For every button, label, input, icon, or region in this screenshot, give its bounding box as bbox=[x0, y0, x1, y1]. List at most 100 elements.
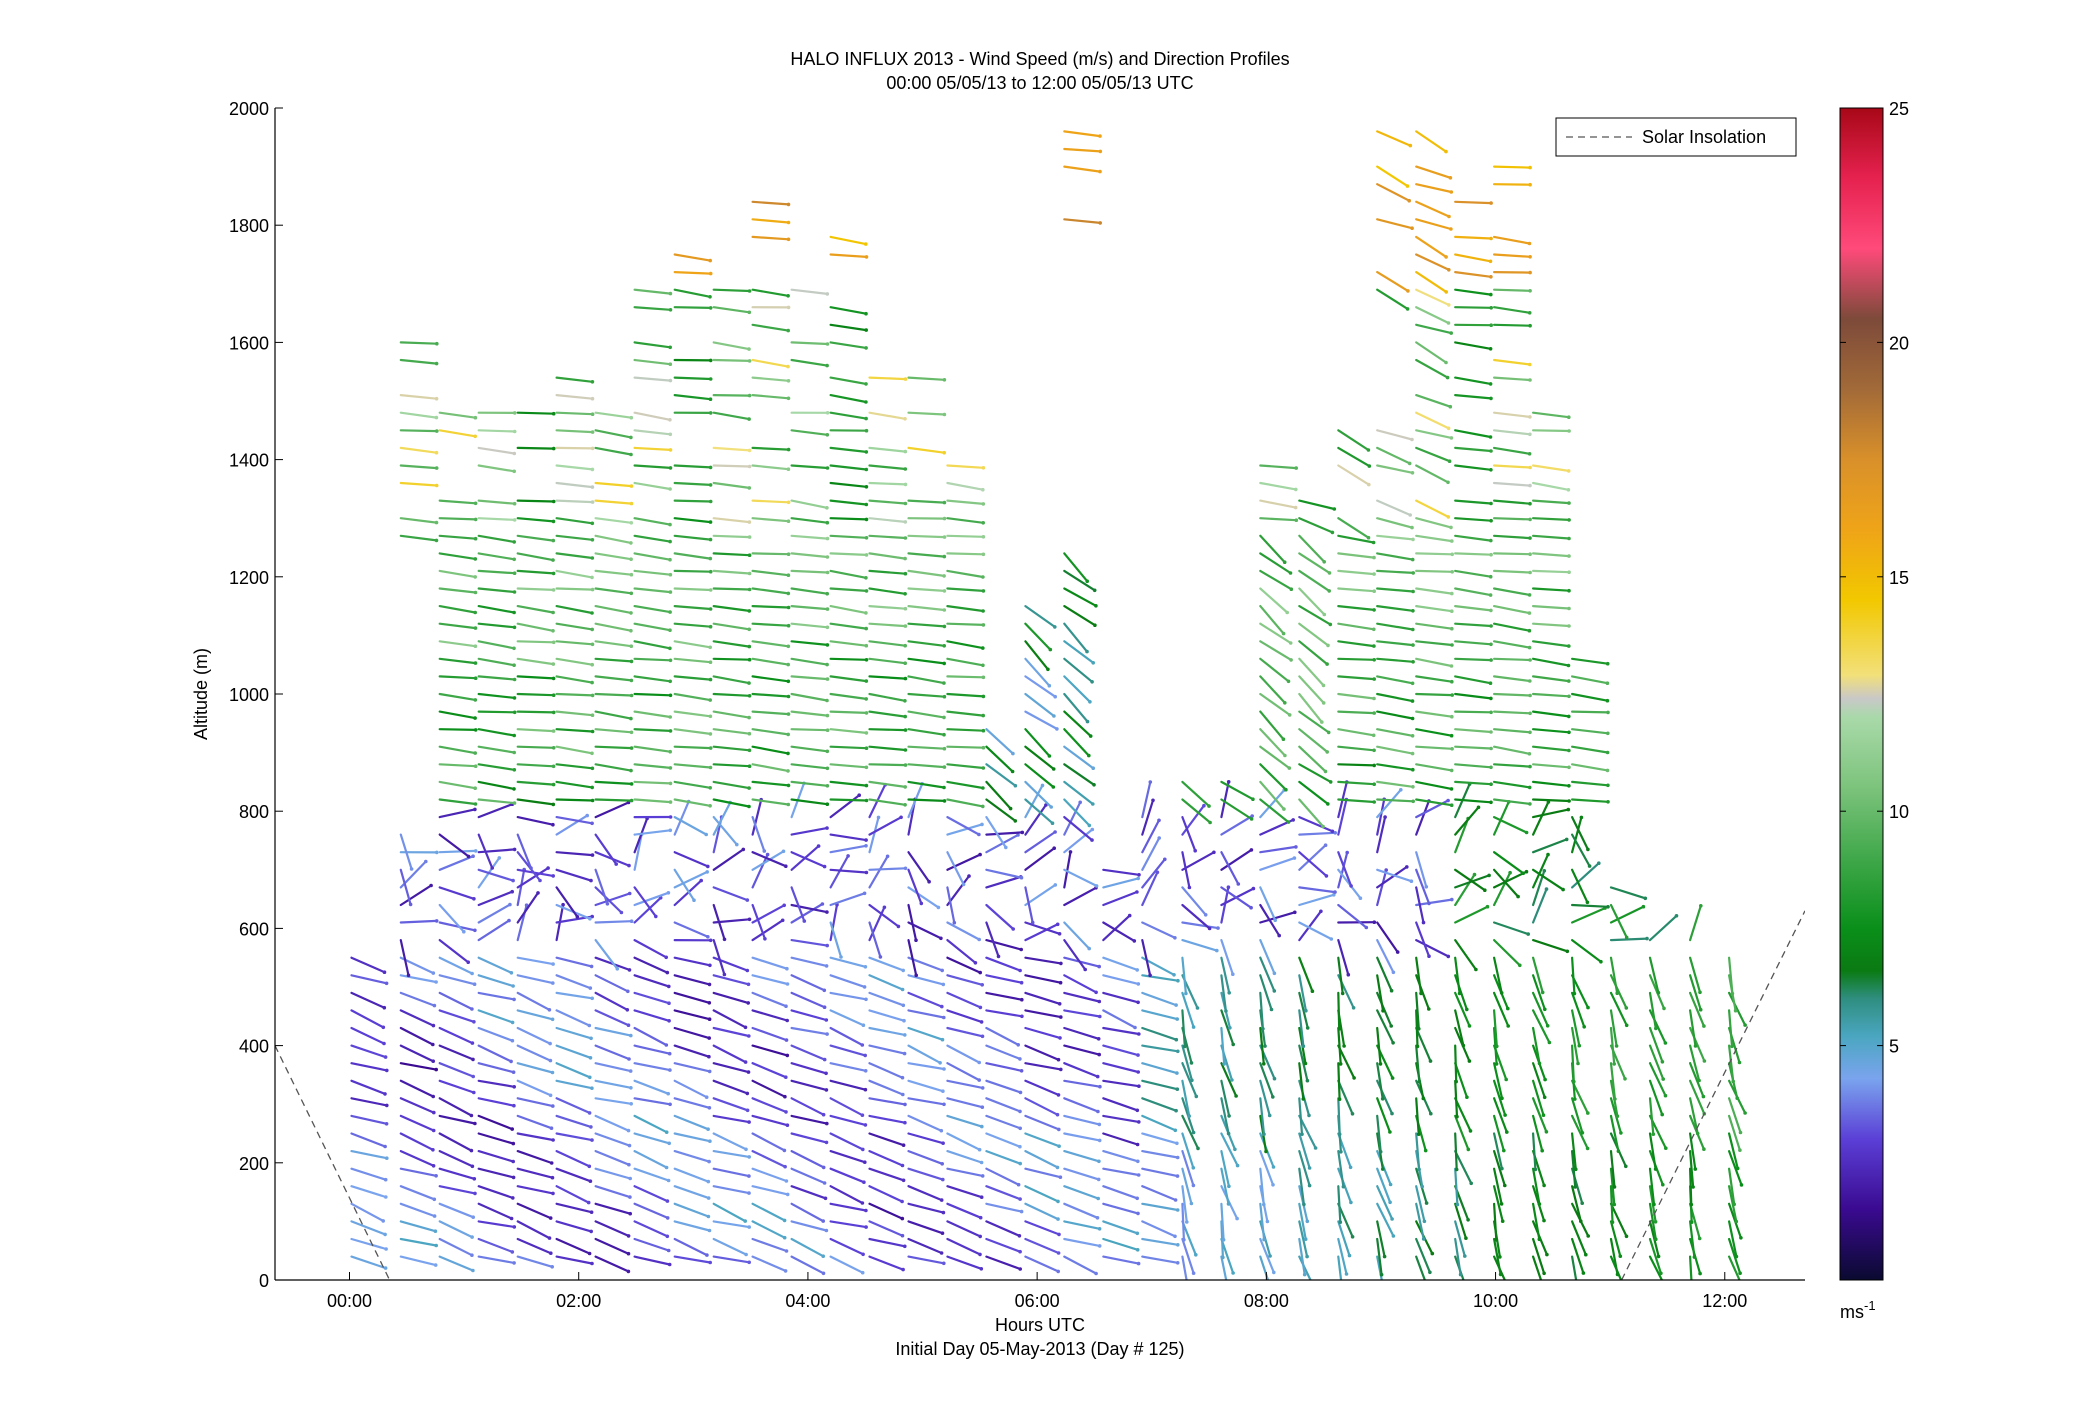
wind-barb-1035 bbox=[1298, 956, 1314, 993]
wind-barb-tip-509 bbox=[823, 1196, 828, 1201]
wind-barb-436 bbox=[712, 604, 751, 613]
wind-barb-tip-1095 bbox=[1372, 677, 1376, 681]
wind-barb-836 bbox=[1063, 1009, 1101, 1018]
wind-barb-tip-426 bbox=[747, 786, 751, 790]
wind-barb-tip-191 bbox=[551, 446, 556, 451]
wind-barb-tip-243 bbox=[590, 380, 595, 384]
wind-barb-1315 bbox=[1492, 640, 1531, 649]
wind-barb-tip-397 bbox=[708, 271, 713, 276]
wind-barb-tip-677 bbox=[940, 968, 944, 973]
wind-barb-870 bbox=[1102, 1202, 1140, 1215]
wind-barb-tip-60 bbox=[469, 1148, 474, 1153]
wind-barb-838 bbox=[1063, 974, 1098, 994]
wind-barb-856 bbox=[1063, 657, 1094, 683]
wind-barb-tip-577 bbox=[864, 870, 869, 875]
wind-barb-tip-59 bbox=[470, 1164, 475, 1169]
wind-barb-tip-446 bbox=[747, 393, 752, 398]
wind-barb-1479 bbox=[1688, 974, 1702, 1011]
wind-barb-tip-419 bbox=[722, 937, 727, 942]
wind-barb-tip-564 bbox=[860, 1113, 865, 1117]
wind-barb-369 bbox=[673, 800, 690, 836]
wind-barb-983 bbox=[1259, 1062, 1274, 1099]
wind-barb-tip-743 bbox=[981, 623, 986, 627]
wind-barb-tip-901 bbox=[1175, 1071, 1179, 1075]
wind-barb-tip-1360 bbox=[1546, 852, 1550, 857]
colorbar-unit-base: ms bbox=[1840, 1302, 1864, 1322]
wind-barb-tip-980 bbox=[1264, 1149, 1268, 1154]
wind-barb-111 bbox=[477, 1044, 513, 1063]
wind-barb-tip-413 bbox=[743, 1025, 748, 1030]
wind-barb-tip-1043 bbox=[1330, 829, 1335, 834]
wind-barb-tip-73 bbox=[462, 929, 466, 934]
wind-barb-457 bbox=[751, 1149, 787, 1168]
wind-barb-449 bbox=[712, 306, 751, 314]
wind-barb-241 bbox=[555, 411, 594, 416]
wind-barb-1033 bbox=[1298, 991, 1309, 1030]
wind-barb-tip-556 bbox=[861, 1252, 865, 1257]
wind-barb-1271 bbox=[1454, 376, 1492, 385]
wind-barb-750 bbox=[946, 499, 985, 505]
wind-barb-tip-751 bbox=[981, 487, 985, 492]
wind-barb-tip-474 bbox=[784, 864, 788, 868]
wind-barb-tip-885 bbox=[1127, 913, 1132, 918]
wind-barb-74 bbox=[438, 886, 475, 900]
x-tick-label-10:00: 10:00 bbox=[1473, 1291, 1518, 1311]
wind-barb-tip-1427 bbox=[1612, 1202, 1617, 1207]
wind-barb-193 bbox=[555, 1255, 594, 1265]
wind-barb-tip-1273 bbox=[1489, 323, 1493, 328]
wind-barb-627 bbox=[868, 974, 904, 991]
wind-barb-1402 bbox=[1570, 991, 1586, 1028]
wind-barb-357 bbox=[673, 1044, 711, 1058]
wind-barb-tip-746 bbox=[981, 575, 985, 579]
wind-barb-526 bbox=[790, 886, 806, 923]
wind-barb-290 bbox=[594, 429, 633, 439]
wind-barb-tip-697 bbox=[942, 608, 947, 612]
wind-barb-973 bbox=[1259, 1237, 1275, 1274]
wind-barb-tip-608 bbox=[864, 311, 868, 316]
wind-barb-382 bbox=[673, 604, 712, 611]
wind-barb-443 bbox=[712, 464, 751, 468]
wind-barb-tip-1279 bbox=[1489, 201, 1493, 205]
wind-barb-1459 bbox=[1648, 991, 1657, 1030]
wind-barb-633 bbox=[868, 867, 907, 871]
wind-barb-tip-432 bbox=[747, 681, 751, 685]
wind-barb-149 bbox=[516, 1220, 551, 1240]
wind-barb-943 bbox=[1181, 780, 1211, 808]
wind-barb-tip-197 bbox=[586, 1200, 591, 1205]
wind-barb-tip-1124 bbox=[1381, 1009, 1385, 1013]
wind-barb-tip-624 bbox=[903, 1033, 907, 1037]
wind-barb-tip-457 bbox=[783, 1164, 787, 1169]
wind-barb-884 bbox=[1102, 956, 1139, 972]
wind-barb-tip-173 bbox=[551, 802, 556, 807]
wind-barb-tip-875 bbox=[1137, 1120, 1141, 1124]
wind-barb-tip-67 bbox=[472, 1020, 476, 1024]
wind-barb-1232 bbox=[1454, 1097, 1472, 1133]
wind-barb-tip-838 bbox=[1094, 990, 1098, 995]
wind-barb-tip-811 bbox=[1049, 805, 1053, 809]
wind-barb-tip-856 bbox=[1090, 680, 1094, 684]
wind-barb-tip-434 bbox=[747, 644, 752, 649]
wind-barb-tip-930 bbox=[1183, 1044, 1187, 1049]
wind-barb-860 bbox=[1063, 587, 1098, 607]
wind-barb-1265 bbox=[1454, 517, 1493, 522]
wind-barb-356 bbox=[673, 1062, 711, 1073]
wind-barb-tip-588 bbox=[864, 679, 869, 683]
wind-barb-tip-1238 bbox=[1467, 1024, 1472, 1028]
wind-barb-tip-152 bbox=[550, 1175, 555, 1180]
wind-barb-tip-771 bbox=[1019, 947, 1023, 952]
wind-barb-tip-1004 bbox=[1287, 713, 1292, 717]
wind-barb-1361 bbox=[1531, 868, 1565, 891]
wind-barb-tip-473 bbox=[781, 849, 786, 854]
wind-barb-tip-1253 bbox=[1489, 730, 1493, 734]
wind-barb-861 bbox=[1063, 569, 1096, 592]
wind-barb-733 bbox=[946, 798, 984, 808]
wind-barb-tip-1255 bbox=[1489, 696, 1493, 701]
wind-barb-tip-763 bbox=[1018, 1090, 1023, 1095]
wind-barb-434 bbox=[712, 640, 751, 648]
wind-barb-1098 bbox=[1337, 622, 1375, 631]
wind-barb-994 bbox=[1259, 856, 1296, 871]
wind-barb-tip-41 bbox=[435, 850, 439, 855]
wind-barb-577 bbox=[829, 868, 868, 874]
wind-barb-tip-902 bbox=[1176, 1049, 1180, 1054]
wind-barb-911 bbox=[1141, 858, 1166, 889]
